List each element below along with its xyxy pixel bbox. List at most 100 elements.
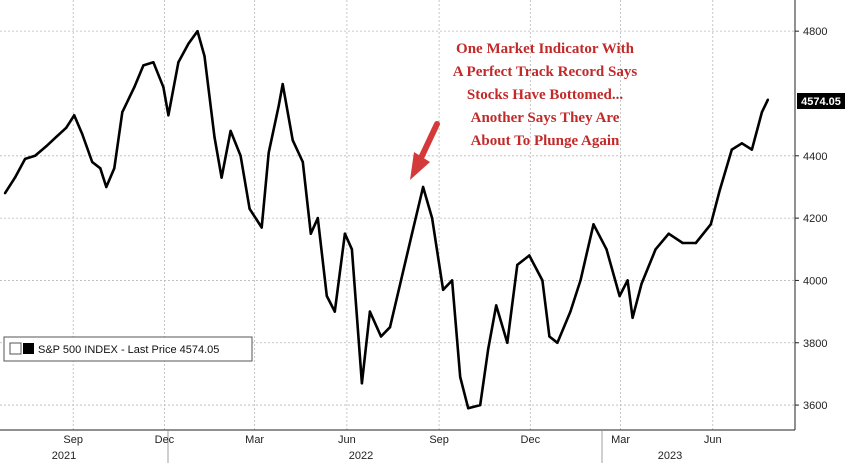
data-point bbox=[325, 294, 328, 298]
data-point bbox=[167, 114, 170, 117]
legend-label: S&P 500 INDEX - Last Price 4574.05 bbox=[38, 344, 219, 356]
last-price-tag-text: 4574.05 bbox=[801, 96, 841, 108]
data-point bbox=[65, 126, 68, 129]
data-point bbox=[99, 167, 102, 170]
y-tick-label: 4200 bbox=[803, 213, 827, 225]
data-point bbox=[196, 30, 199, 33]
data-point bbox=[750, 148, 754, 151]
data-point bbox=[177, 61, 180, 64]
sp500-price-line bbox=[3, 29, 770, 410]
data-point bbox=[631, 316, 634, 319]
data-point bbox=[592, 223, 595, 226]
data-point bbox=[368, 310, 372, 313]
data-point bbox=[516, 263, 519, 267]
legend: S&P 500 INDEX - Last Price 4574.05 bbox=[3, 336, 253, 362]
data-point bbox=[388, 326, 392, 329]
data-point bbox=[248, 207, 251, 210]
data-point bbox=[291, 139, 294, 142]
annotation-line-1: One Market Indicator With bbox=[456, 41, 635, 57]
x-tick-label: Jun bbox=[338, 434, 356, 446]
data-points bbox=[3, 30, 770, 410]
data-point bbox=[277, 104, 280, 108]
data-point bbox=[430, 216, 434, 220]
x-tick-label: Sep bbox=[63, 434, 83, 446]
data-point bbox=[579, 279, 582, 282]
annotation-line-3: Stocks Have Bottomed... bbox=[467, 87, 623, 103]
axes bbox=[0, 0, 796, 463]
data-point bbox=[441, 288, 445, 291]
data-point bbox=[654, 248, 657, 251]
data-point bbox=[667, 232, 670, 235]
x-tick-label: Mar bbox=[245, 434, 264, 446]
annotation-line-4: Another Says They Are bbox=[471, 110, 620, 126]
annotation-line-5: About To Plunge Again bbox=[471, 133, 620, 149]
data-point bbox=[281, 82, 284, 86]
data-point bbox=[740, 142, 744, 145]
data-point bbox=[487, 347, 490, 351]
data-point bbox=[162, 86, 165, 89]
data-point bbox=[766, 98, 770, 101]
y-tick-label: 4000 bbox=[803, 275, 827, 287]
x-tick-label: Jun bbox=[704, 434, 722, 446]
data-point bbox=[709, 223, 712, 226]
data-point bbox=[730, 148, 733, 151]
data-point bbox=[626, 279, 629, 282]
data-point bbox=[220, 176, 223, 179]
data-point bbox=[459, 375, 462, 379]
data-point bbox=[399, 279, 403, 282]
data-point bbox=[91, 160, 94, 164]
data-point bbox=[410, 232, 414, 235]
data-point bbox=[618, 294, 621, 298]
data-point bbox=[23, 157, 27, 161]
annotation-arrowhead-icon bbox=[410, 152, 430, 180]
y-tick-label: 4400 bbox=[803, 151, 827, 163]
data-point bbox=[121, 111, 124, 114]
legend-swatch bbox=[23, 343, 34, 354]
data-point bbox=[343, 232, 347, 235]
data-point bbox=[528, 254, 531, 257]
legend-swatch-outline bbox=[9, 342, 22, 355]
last-price-tag: 4574.05 bbox=[797, 93, 845, 109]
y-tick-labels: 3600 3800 4000 4200 4400 4800 bbox=[795, 26, 827, 412]
x-tick-label: Dec bbox=[521, 434, 541, 446]
year-label: 2021 bbox=[52, 450, 76, 462]
data-point bbox=[142, 64, 145, 67]
data-point bbox=[187, 42, 190, 45]
data-point bbox=[239, 154, 242, 157]
annotation-arrow-icon bbox=[418, 121, 440, 161]
data-point bbox=[213, 135, 216, 139]
data-point bbox=[133, 86, 136, 89]
x-tick-label: Dec bbox=[155, 434, 175, 446]
data-point bbox=[450, 279, 454, 282]
data-point bbox=[506, 341, 509, 344]
data-point bbox=[681, 241, 684, 245]
last-price-tag-bg bbox=[797, 93, 845, 109]
data-point bbox=[267, 151, 270, 154]
year-label: 2022 bbox=[349, 450, 373, 462]
data-point bbox=[73, 114, 76, 117]
data-point bbox=[105, 185, 108, 189]
data-point bbox=[81, 132, 84, 136]
gridlines bbox=[0, 0, 795, 430]
y-tick-label: 4800 bbox=[803, 26, 827, 38]
data-point bbox=[760, 111, 764, 114]
data-point bbox=[694, 241, 697, 245]
data-point bbox=[541, 279, 544, 282]
data-point bbox=[379, 335, 383, 338]
data-point bbox=[33, 154, 37, 157]
data-point bbox=[421, 185, 425, 189]
year-labels: 2021 2022 2023 bbox=[52, 450, 682, 462]
data-point bbox=[479, 403, 482, 407]
annotation-line-2: A Perfect Track Record Says bbox=[453, 64, 638, 80]
data-point bbox=[54, 135, 58, 139]
data-point bbox=[718, 188, 721, 192]
x-tick-label: Sep bbox=[429, 434, 449, 446]
x-tick-label: Mar bbox=[611, 434, 630, 446]
data-point bbox=[569, 310, 572, 313]
data-point bbox=[152, 61, 155, 64]
data-point bbox=[350, 248, 354, 251]
data-point bbox=[467, 407, 470, 410]
data-point bbox=[556, 341, 559, 344]
data-point bbox=[203, 54, 206, 58]
